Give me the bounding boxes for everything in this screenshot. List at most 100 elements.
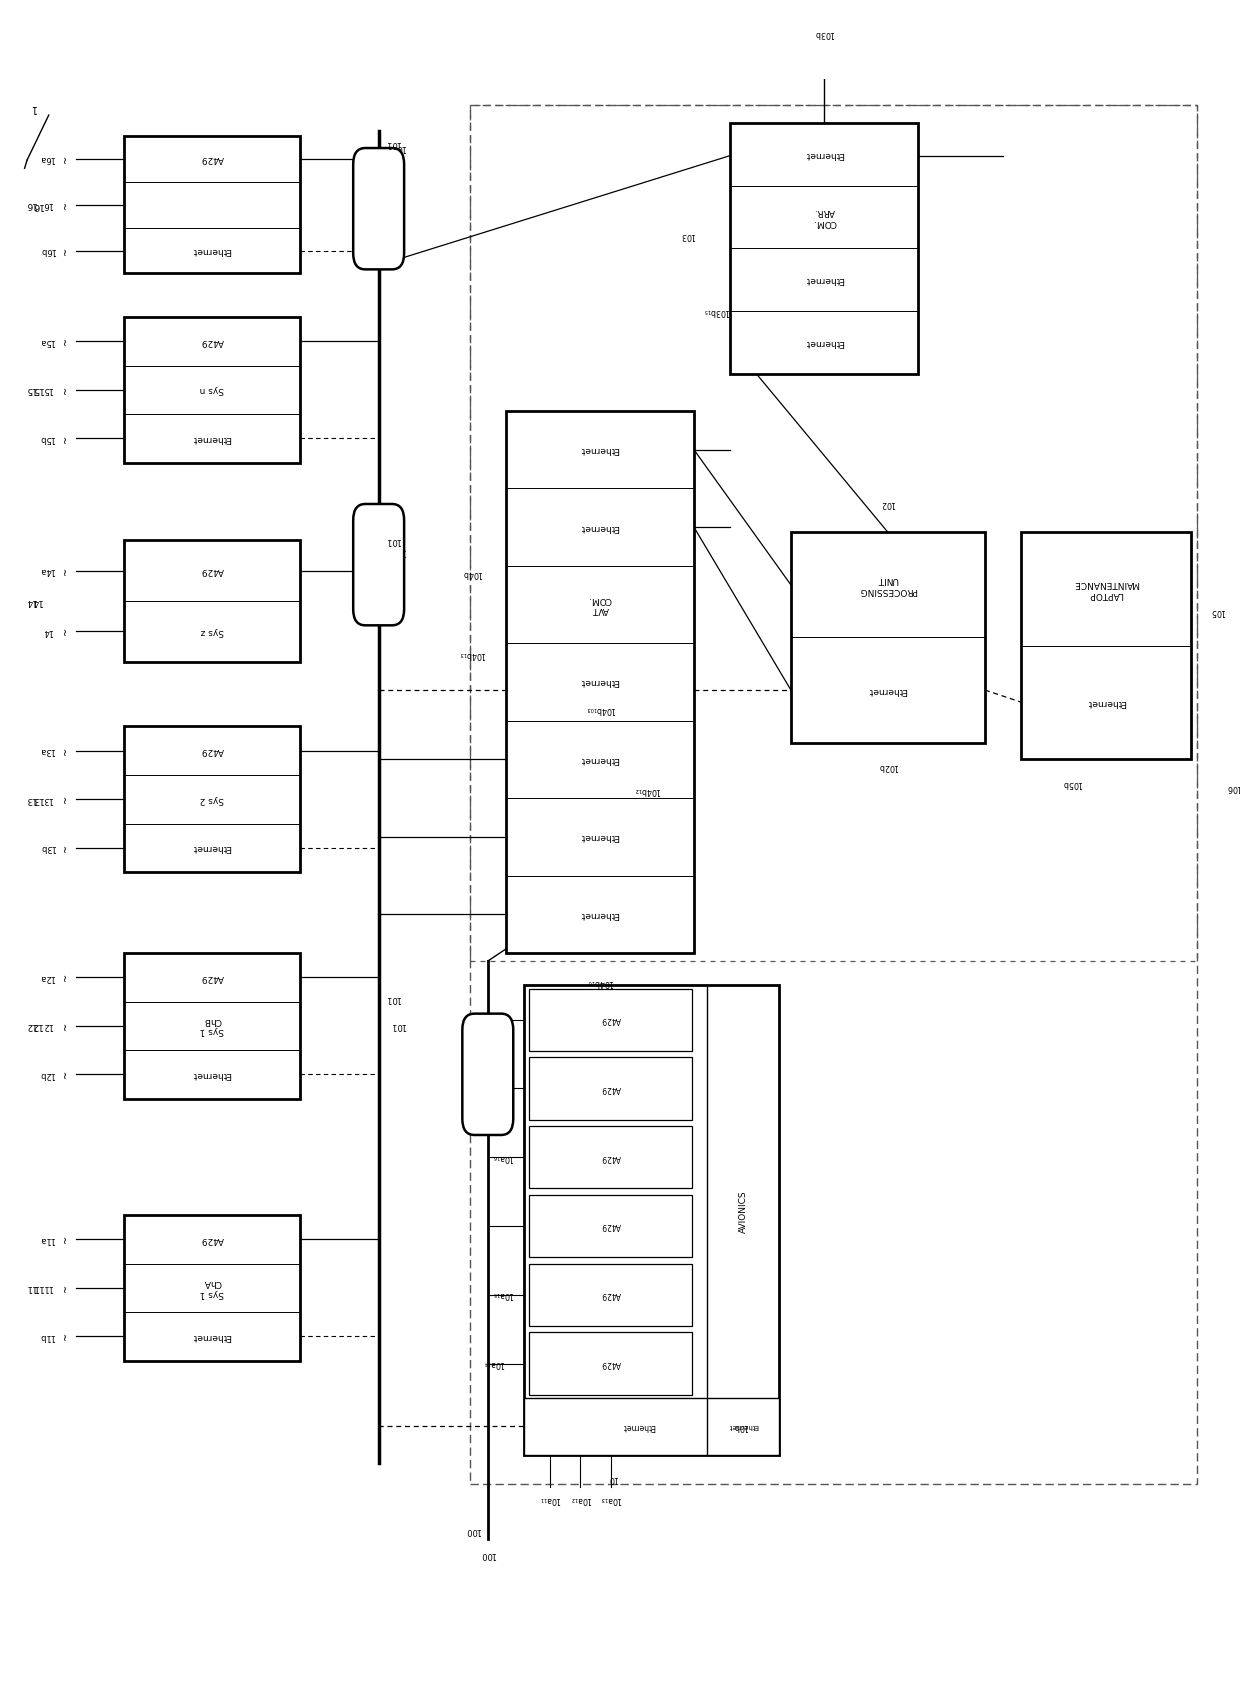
Bar — [730, 122, 919, 374]
Text: 102: 102 — [880, 498, 895, 508]
FancyBboxPatch shape — [463, 1013, 513, 1136]
Text: 101: 101 — [391, 1022, 407, 1030]
Bar — [529, 1263, 692, 1326]
Text: 12b: 12b — [40, 1069, 56, 1080]
Text: 16: 16 — [42, 201, 53, 209]
Text: 13a: 13a — [40, 746, 56, 755]
Text: 10a₁₃: 10a₁₃ — [600, 1496, 621, 1504]
Text: 14: 14 — [31, 597, 42, 607]
Bar — [124, 318, 300, 462]
Text: Ethernet: Ethernet — [580, 522, 620, 532]
Bar — [1022, 532, 1192, 758]
Text: ~: ~ — [61, 337, 71, 345]
Text: 14: 14 — [42, 627, 53, 636]
Bar — [124, 1216, 300, 1360]
Text: PROCESSING
UNIT: PROCESSING UNIT — [859, 575, 918, 595]
Text: 12: 12 — [31, 1022, 42, 1030]
Text: Ethernet: Ethernet — [192, 434, 232, 444]
FancyBboxPatch shape — [353, 148, 404, 269]
Bar — [124, 136, 300, 274]
Text: 105b: 105b — [1063, 779, 1083, 787]
Text: A429: A429 — [601, 1222, 620, 1231]
Text: 13b: 13b — [40, 843, 56, 852]
Text: 11: 11 — [31, 1284, 42, 1292]
Text: Ethernet: Ethernet — [192, 1069, 232, 1080]
Text: A429: A429 — [201, 566, 223, 575]
Bar — [791, 532, 985, 743]
Text: 11b: 11b — [40, 1331, 56, 1341]
Text: A429: A429 — [601, 1153, 620, 1161]
Bar — [124, 726, 300, 872]
Text: Ethernet: Ethernet — [805, 150, 844, 158]
Text: Ethernet: Ethernet — [868, 685, 908, 695]
Text: 103: 103 — [681, 231, 696, 240]
Text: 104b: 104b — [463, 570, 482, 578]
Text: 10: 10 — [609, 1474, 619, 1484]
Text: ~: ~ — [61, 566, 71, 575]
Text: A429: A429 — [201, 337, 223, 345]
FancyBboxPatch shape — [353, 503, 404, 626]
Text: Ethernet: Ethernet — [192, 246, 232, 255]
Text: 10a₁₁: 10a₁₁ — [539, 1496, 560, 1504]
Text: 10a₁₄: 10a₁₄ — [484, 1358, 505, 1369]
Bar — [525, 986, 779, 1455]
Text: 101: 101 — [391, 547, 407, 556]
Text: ~: ~ — [61, 746, 71, 755]
Text: ~: ~ — [61, 155, 71, 163]
Bar — [470, 105, 1197, 960]
Text: AVIONICS: AVIONICS — [739, 1190, 748, 1232]
Text: 14a: 14a — [40, 566, 56, 575]
Text: A429: A429 — [601, 1085, 620, 1093]
Text: A429: A429 — [201, 155, 223, 163]
Bar — [525, 1397, 779, 1455]
Bar — [529, 1195, 692, 1256]
Text: 12a: 12a — [40, 972, 56, 981]
Text: 16b: 16b — [40, 246, 56, 255]
Text: Sys 1
ChA: Sys 1 ChA — [200, 1278, 224, 1297]
Text: ~: ~ — [61, 386, 71, 394]
Text: ~: ~ — [61, 796, 71, 804]
Text: 105: 105 — [1210, 607, 1225, 615]
Text: ~: ~ — [61, 1333, 71, 1341]
Text: 101: 101 — [391, 143, 407, 151]
Text: 11: 11 — [42, 1284, 53, 1292]
Text: ~: ~ — [61, 972, 71, 981]
Text: 15: 15 — [25, 386, 36, 394]
Text: AVT
COM.: AVT COM. — [588, 595, 611, 614]
Text: LAPTOP
MAINTENANCE: LAPTOP MAINTENANCE — [1074, 580, 1140, 598]
Text: 101: 101 — [386, 536, 401, 546]
Text: Ethernet: Ethernet — [580, 910, 620, 918]
Text: 15: 15 — [31, 386, 42, 394]
Bar — [506, 411, 694, 954]
Text: 13: 13 — [31, 796, 42, 804]
Text: 16: 16 — [25, 201, 36, 209]
Text: ~: ~ — [61, 1236, 71, 1243]
Text: 15a: 15a — [40, 337, 56, 345]
Text: Ethernet: Ethernet — [1086, 697, 1126, 707]
Text: 102b: 102b — [878, 762, 898, 772]
Text: A429: A429 — [201, 746, 223, 755]
Text: 10a₁₆: 10a₁₆ — [492, 1153, 513, 1161]
Text: 10b: 10b — [733, 1421, 748, 1431]
Text: Ethernet: Ethernet — [580, 833, 620, 842]
Text: ~: ~ — [61, 843, 71, 852]
Text: Ethernet: Ethernet — [805, 275, 844, 284]
Bar — [529, 1333, 692, 1394]
Text: Ethernet: Ethernet — [622, 1421, 655, 1431]
Text: 12: 12 — [42, 1022, 53, 1030]
Text: 106: 106 — [1226, 784, 1240, 792]
Bar — [124, 541, 300, 661]
Text: 11a: 11a — [40, 1234, 56, 1244]
Text: Sys 2: Sys 2 — [200, 796, 224, 804]
Text: 103b₁₅: 103b₁₅ — [703, 306, 729, 316]
Text: ~: ~ — [61, 1022, 71, 1030]
Text: 10a₁₅: 10a₁₅ — [492, 1290, 513, 1299]
Text: 101: 101 — [386, 139, 401, 148]
Text: A429: A429 — [201, 972, 223, 981]
Text: 16: 16 — [31, 201, 42, 211]
Bar — [529, 1057, 692, 1120]
Text: Ethernet: Ethernet — [192, 843, 232, 852]
Text: 100: 100 — [480, 1550, 496, 1559]
Text: 104b₁₀: 104b₁₀ — [587, 977, 613, 986]
Text: Sys z: Sys z — [200, 627, 223, 636]
